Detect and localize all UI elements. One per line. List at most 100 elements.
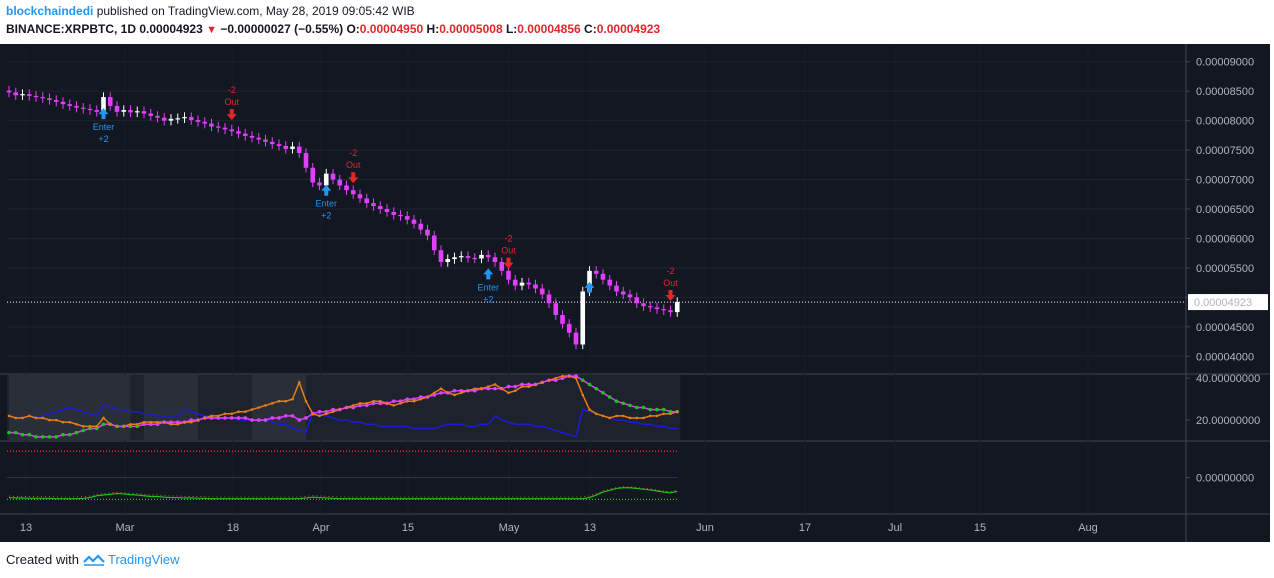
di-minus-point bbox=[216, 416, 221, 420]
di-minus-point bbox=[169, 420, 173, 424]
di-plus-point bbox=[493, 383, 497, 386]
di-plus-point bbox=[615, 414, 618, 418]
open-label: O: bbox=[346, 22, 360, 36]
candle-body bbox=[303, 153, 309, 168]
di-minus-point bbox=[277, 416, 281, 420]
di-minus-point bbox=[526, 382, 531, 387]
candle-body bbox=[587, 270, 592, 292]
adx-line bbox=[8, 404, 678, 438]
candle-body bbox=[155, 115, 160, 118]
enter-arrow-icon bbox=[98, 108, 109, 120]
di-plus-point bbox=[500, 387, 504, 390]
time-tick-label: Mar bbox=[116, 522, 135, 534]
candle-body bbox=[229, 129, 235, 132]
candle-body bbox=[114, 105, 120, 112]
candle-body bbox=[134, 111, 140, 113]
di-minus-point bbox=[614, 399, 619, 404]
candle-body bbox=[344, 185, 349, 191]
di-plus-point bbox=[345, 406, 348, 409]
di-plus-point bbox=[675, 410, 679, 413]
di-minus-point bbox=[405, 397, 410, 401]
candle-body bbox=[290, 146, 295, 149]
candle-body bbox=[236, 131, 241, 134]
chart-canvas[interactable]: Enter +2 Out -2 Enter +2 Out -2 Enter +2 Out -2 Out -… bbox=[0, 44, 1270, 542]
di-minus-point bbox=[331, 407, 335, 412]
candle-body bbox=[674, 302, 680, 313]
di-plus-point bbox=[669, 412, 672, 416]
di-minus-point bbox=[304, 416, 308, 420]
di-plus-point bbox=[338, 408, 342, 411]
di-plus-point bbox=[61, 420, 65, 424]
candle-body bbox=[519, 282, 525, 286]
di-plus-point bbox=[270, 402, 274, 405]
out-arrow-icon bbox=[665, 290, 676, 302]
di-plus-point bbox=[203, 416, 207, 420]
candle-body bbox=[472, 257, 478, 260]
di-plus-point bbox=[34, 416, 38, 420]
di-plus-point bbox=[412, 399, 416, 403]
di-minus-point bbox=[520, 382, 524, 387]
candle-body bbox=[506, 270, 511, 280]
tradingview-logo[interactable]: TradingView bbox=[83, 552, 180, 567]
candle-body bbox=[47, 98, 52, 101]
di-minus-point bbox=[20, 432, 25, 437]
price-tick-label: 0.00004500 bbox=[1196, 322, 1254, 334]
candle-body bbox=[33, 95, 39, 98]
di-plus-point bbox=[324, 412, 328, 416]
di-minus-point bbox=[148, 422, 153, 427]
di-plus-point bbox=[446, 391, 450, 395]
candle-body bbox=[256, 137, 262, 140]
di-plus-point bbox=[230, 412, 234, 416]
di-minus-point bbox=[452, 388, 457, 393]
author-link[interactable]: blockchaindedi bbox=[6, 4, 94, 18]
di-plus-point bbox=[291, 397, 294, 401]
candle-body bbox=[654, 307, 660, 310]
di-plus-point bbox=[527, 385, 531, 388]
di-minus-point bbox=[493, 386, 497, 391]
di-plus-point bbox=[41, 416, 45, 420]
di-minus-point bbox=[472, 388, 477, 393]
di-minus-point bbox=[101, 422, 106, 427]
di-minus-point bbox=[27, 432, 32, 437]
candle-body bbox=[492, 257, 498, 263]
di-plus-point bbox=[27, 414, 31, 418]
di-plus-point bbox=[135, 422, 139, 426]
di-plus-point bbox=[297, 381, 301, 384]
candle-body bbox=[269, 141, 275, 145]
trade-signals: Enter +2 Out -2 Enter +2 Out -2 Enter +2 Out -2 Out -… bbox=[93, 85, 679, 304]
di-plus-point bbox=[507, 391, 510, 395]
candle-body bbox=[283, 145, 289, 149]
di-plus-point bbox=[183, 420, 186, 424]
candle-body bbox=[485, 254, 491, 258]
candle-body bbox=[350, 190, 356, 195]
candle-body bbox=[445, 259, 451, 263]
enter-label: Enter bbox=[315, 199, 337, 209]
candle-body bbox=[593, 270, 599, 274]
di-plus-point bbox=[311, 412, 315, 416]
di-minus-point bbox=[81, 428, 86, 433]
candle-body bbox=[101, 97, 106, 112]
time-tick-label: 15 bbox=[402, 522, 414, 534]
out-qty: -2 bbox=[228, 85, 236, 95]
di-minus-point bbox=[283, 414, 288, 418]
di-plus-point bbox=[81, 425, 85, 428]
di-plus-point bbox=[662, 412, 666, 416]
time-tick-label: Aug bbox=[1078, 522, 1098, 534]
di-minus-point bbox=[513, 384, 518, 389]
di-plus-point bbox=[149, 420, 153, 424]
di-plus-point bbox=[628, 416, 632, 420]
dmi-shading bbox=[7, 375, 681, 440]
candle-body bbox=[425, 229, 430, 236]
di-plus-point bbox=[223, 412, 227, 416]
candle-body bbox=[566, 323, 572, 333]
candle-body bbox=[188, 117, 194, 121]
di-plus-point bbox=[358, 402, 362, 405]
open-value: 0.00004950 bbox=[359, 22, 424, 36]
candle-series bbox=[6, 85, 680, 350]
di-minus-point bbox=[459, 388, 464, 393]
di-plus-point bbox=[601, 414, 605, 418]
di-plus-point bbox=[68, 420, 72, 424]
di-minus-point bbox=[54, 435, 59, 439]
time-tick-label: Jun bbox=[696, 522, 714, 534]
di-minus-point bbox=[297, 418, 302, 422]
